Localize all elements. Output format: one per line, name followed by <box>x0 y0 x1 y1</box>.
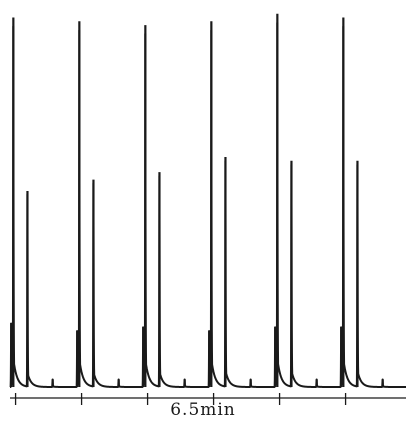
chromatogram-trace <box>9 21 406 388</box>
time-axis-label: 6.5min <box>170 400 236 420</box>
trace-layer <box>9 13 406 388</box>
time-axis <box>10 393 406 405</box>
